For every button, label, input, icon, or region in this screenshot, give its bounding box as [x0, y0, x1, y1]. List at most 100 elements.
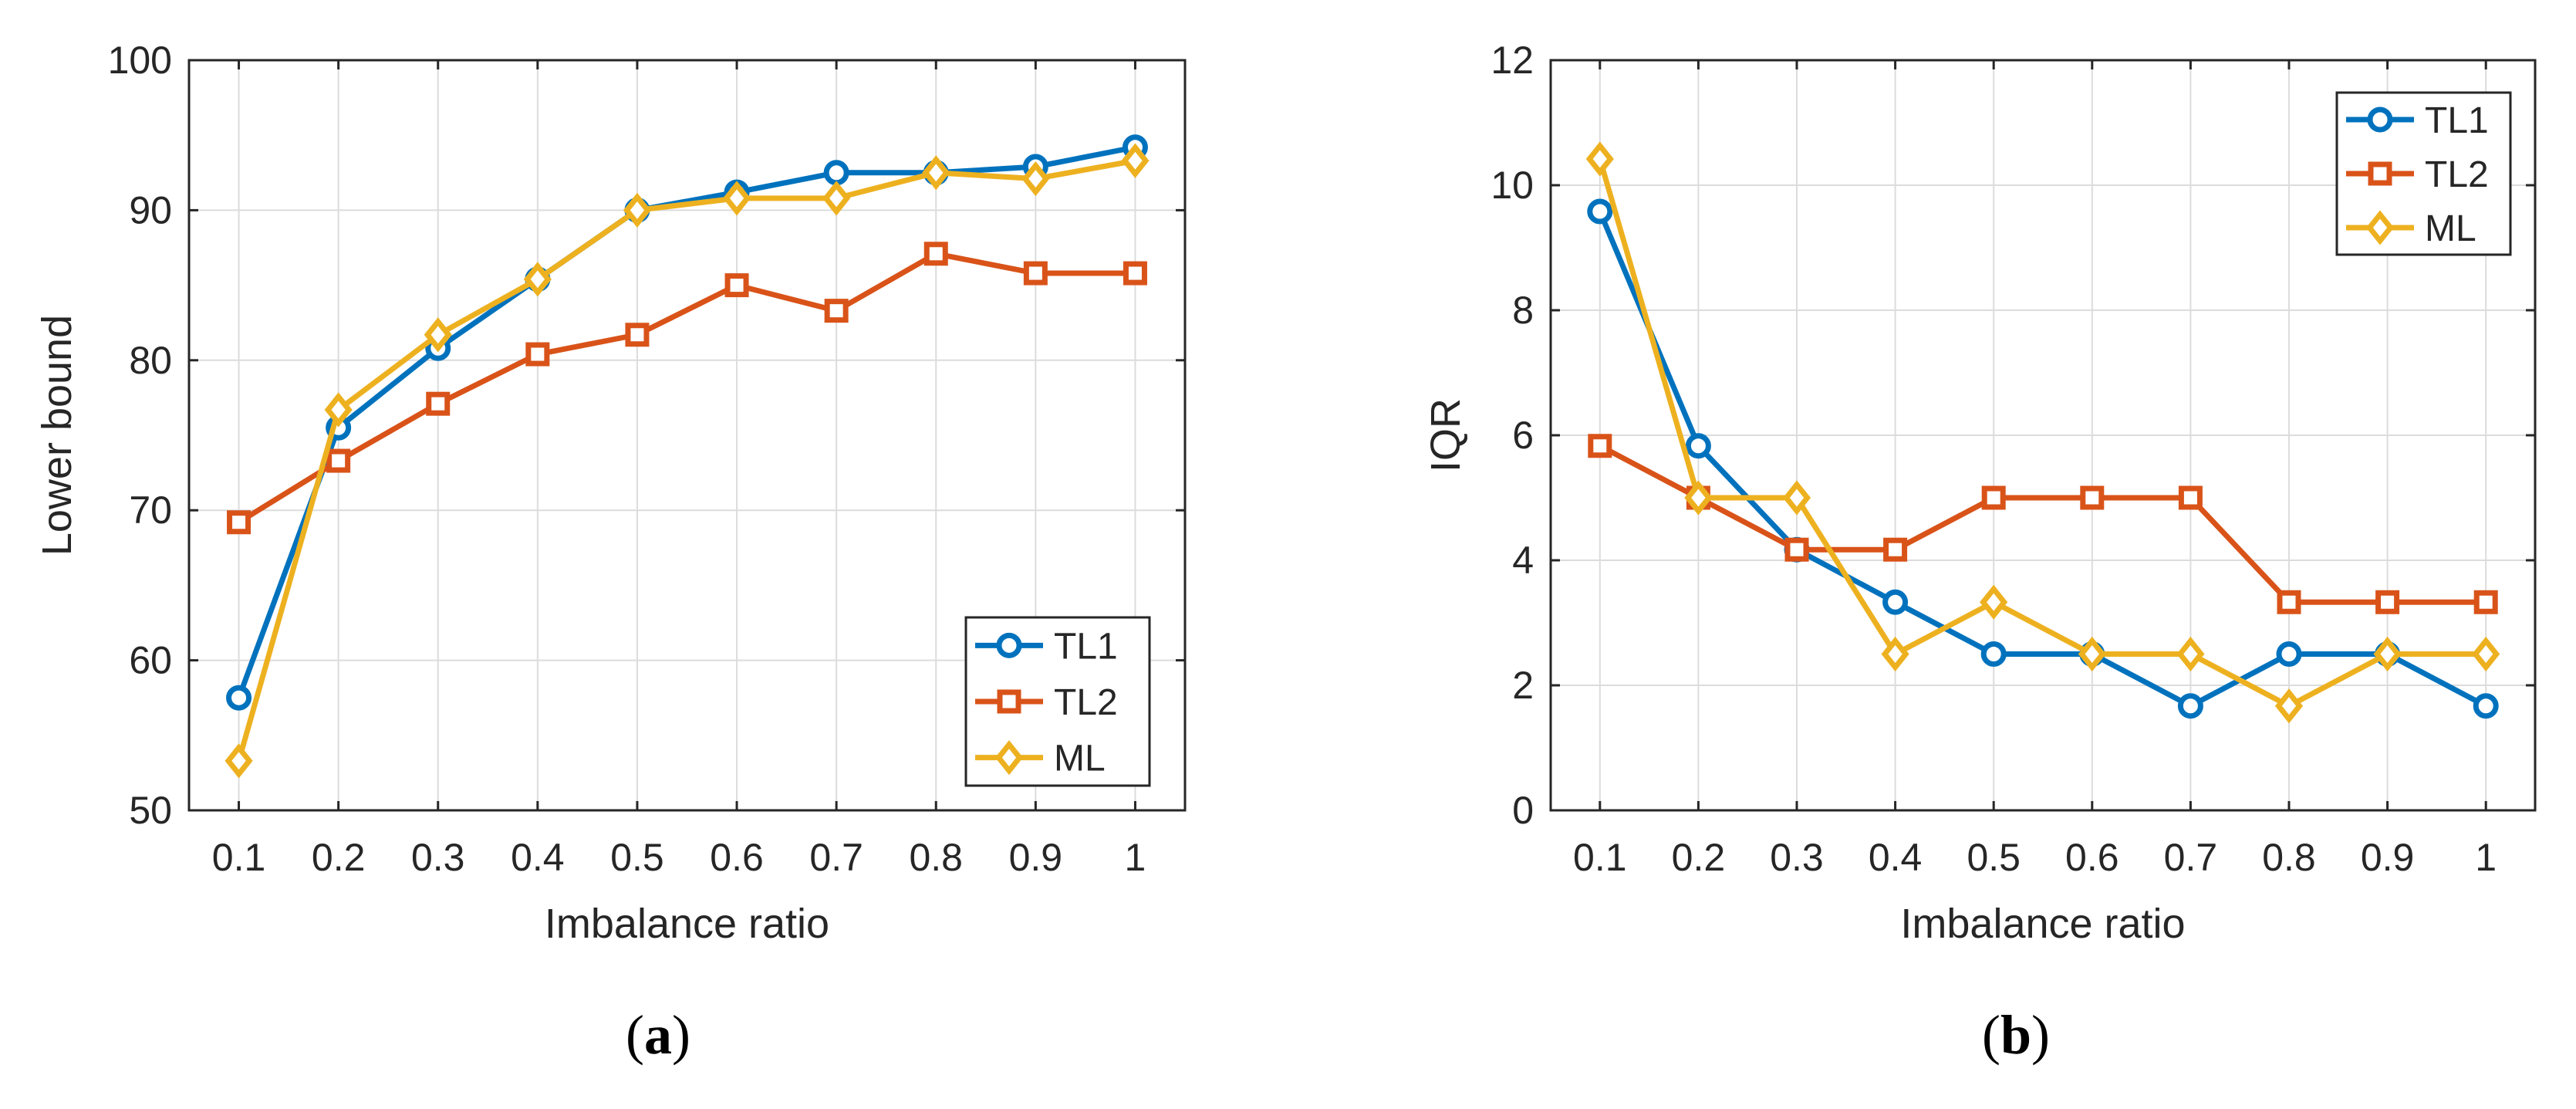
- y-tick-label: 2: [1512, 664, 1534, 707]
- caption-paren-open: (: [1982, 1004, 2000, 1066]
- series-tl1-point: [1980, 641, 2007, 667]
- series-ml-point: [225, 743, 253, 779]
- series-ml-point: [623, 192, 652, 228]
- series-tl2: [227, 242, 1147, 535]
- y-axis-ticks: 50 60 70 80 90 100: [108, 39, 1185, 832]
- caption-letter: a: [644, 1004, 672, 1066]
- series-tl2-point: [1883, 537, 1908, 562]
- legend-label: TL1: [1054, 626, 1118, 667]
- y-axis-label: Lower bound: [34, 315, 80, 556]
- x-tick-label: 0.2: [1672, 836, 1726, 879]
- legend: TL1 TL2 ML: [2335, 91, 2512, 256]
- series-ml-point: [2274, 688, 2304, 724]
- series-ml-point: [1021, 161, 1050, 197]
- x-tick-label: 0.9: [2361, 836, 2415, 879]
- x-tick-label: 0.4: [511, 836, 565, 879]
- series-tl2-point: [1588, 434, 1612, 458]
- legend-label: TL2: [2425, 154, 2489, 195]
- series-tl2-point: [2277, 590, 2301, 614]
- legend-label: TL1: [2425, 100, 2489, 141]
- y-tick-label: 100: [108, 39, 172, 82]
- series-tl2-point: [227, 510, 252, 535]
- panel-caption: (b): [1982, 1004, 2050, 1066]
- series-ml-point: [1980, 584, 2008, 620]
- series-tl1-point: [1587, 198, 1613, 225]
- series-ml-point: [922, 155, 950, 191]
- series-tl2-point: [1981, 485, 2006, 510]
- y-tick-label: 8: [1512, 289, 1534, 332]
- y-tick-label: 0: [1512, 789, 1534, 832]
- x-tick-label: 0.3: [1770, 836, 1824, 879]
- x-tick-label: 0.8: [909, 836, 963, 879]
- x-axis-ticks: 0.1 0.2 0.3 0.4 0.5 0.6 0.7 0.8 0.9 1: [212, 60, 1146, 879]
- series-ml: [225, 143, 1150, 779]
- y-tick-label: 60: [129, 639, 172, 682]
- y-tick-label: 90: [129, 188, 172, 232]
- legend: TL1 TL2 ML: [964, 616, 1151, 787]
- series-tl2-point: [525, 342, 550, 367]
- series-ml-line: [236, 157, 1136, 762]
- x-tick-label: 0.2: [312, 836, 366, 879]
- legend-label: TL2: [1054, 682, 1118, 723]
- y-tick-label: 80: [129, 339, 172, 382]
- series-ml-point: [1121, 143, 1150, 178]
- y-tick-label: 6: [1512, 414, 1534, 457]
- series-tl1-point: [2473, 693, 2499, 719]
- axes-box: [187, 59, 1187, 812]
- series-tl2-point: [2473, 590, 2498, 614]
- caption-paren-open: (: [626, 1004, 644, 1066]
- series-tl2-point: [1023, 261, 1048, 286]
- series-ml-point: [722, 181, 751, 216]
- series-tl1-point: [226, 685, 252, 711]
- series-ml-point: [822, 181, 851, 216]
- x-tick-label: 0.7: [2164, 836, 2218, 879]
- series-tl2-point: [923, 242, 948, 266]
- series-ml-point: [424, 317, 452, 353]
- x-tick-label: 0.7: [809, 836, 863, 879]
- x-tick-label: 1: [1125, 836, 1146, 879]
- y-tick-label: 70: [129, 489, 172, 532]
- y-tick-label: 50: [129, 789, 172, 832]
- series-ml-point: [1782, 480, 1811, 516]
- y-axis-label: IQR: [1423, 398, 1469, 472]
- series-tl2-line: [1599, 443, 2487, 605]
- series-tl1-point: [2177, 693, 2203, 719]
- x-axis-label: Imbalance ratio: [1900, 901, 2185, 947]
- series-tl2-point: [724, 273, 749, 298]
- series-tl1-point: [823, 160, 849, 186]
- series-ml-point: [2472, 636, 2500, 672]
- y-tick-label: 4: [1512, 539, 1534, 582]
- legend-label: ML: [1054, 739, 1106, 779]
- legend-marker-ml: [994, 740, 1024, 776]
- series-tl2-point: [426, 391, 451, 416]
- y-axis-ticks: 0 2 4 6 8 10 12: [1491, 39, 2535, 832]
- panel-caption: (a): [626, 1004, 690, 1066]
- x-tick-label: 0.3: [411, 836, 465, 879]
- legend-marker-tl2: [2368, 161, 2392, 186]
- series-ml-point: [2176, 636, 2205, 672]
- x-tick-label: 0.9: [1009, 836, 1063, 879]
- x-tick-label: 0.8: [2262, 836, 2316, 879]
- series-ml: [1585, 141, 2500, 724]
- series-tl2-line: [237, 251, 1136, 525]
- series-ml-point: [2078, 636, 2106, 672]
- x-axis-label: Imbalance ratio: [545, 901, 829, 947]
- x-tick-label: 0.6: [710, 836, 764, 879]
- chart-panel-a: 0.1 0.2 0.3 0.4 0.5 0.6 0.7 0.8 0.9 1 50 60 70 80 90 10…: [34, 39, 1187, 1066]
- series-ml-line: [1597, 158, 2487, 709]
- legend-marker-tl1: [996, 632, 1022, 658]
- legend-marker-tl1: [2367, 107, 2393, 133]
- x-tick-label: 0.5: [1967, 836, 2021, 879]
- x-axis-ticks: 0.1 0.2 0.3 0.4 0.5 0.6 0.7 0.8 0.9 1: [1573, 60, 2497, 879]
- caption-paren-close: ): [672, 1004, 690, 1066]
- series-ml-point: [2373, 636, 2402, 672]
- y-tick-label: 12: [1491, 39, 1534, 82]
- series-ml-point: [324, 392, 353, 428]
- series-tl2-point: [2375, 590, 2400, 614]
- legend-marker-tl2: [997, 689, 1021, 714]
- x-tick-label: 0.1: [1573, 836, 1627, 879]
- series-tl1-point: [1882, 589, 1909, 615]
- series-tl2-point: [326, 448, 351, 473]
- caption-letter: b: [2000, 1004, 2031, 1066]
